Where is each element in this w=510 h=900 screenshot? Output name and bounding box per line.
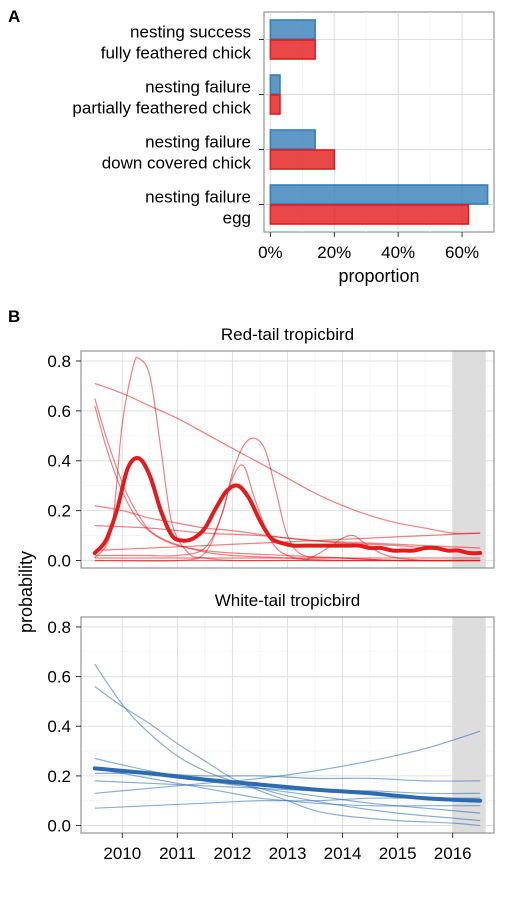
category-label: nesting failure — [145, 188, 251, 207]
bar-3-series-1 — [269, 204, 470, 225]
bar-3-series-0 — [269, 184, 489, 205]
category-label: nesting failure — [145, 78, 251, 97]
shaded-interval — [452, 617, 486, 833]
bar-1-series-1 — [269, 94, 281, 115]
panel-a-bars — [269, 19, 489, 225]
panel-a-x-ticks: 0% 20% 40% 60% — [258, 232, 479, 262]
category-label: fully feathered chick — [101, 44, 252, 63]
panel-b-line-chart: Red-tail tropicbird 0.0 0.2 0.4 0.6 0.8 Whit… — [16, 325, 495, 863]
panel-label-b: B — [8, 307, 20, 326]
mean-line — [92, 766, 483, 803]
y-tick-label: 0.6 — [47, 402, 71, 421]
bar-2-series-1 — [269, 149, 336, 170]
facet-title-white-tail: White-tail tropicbird — [215, 591, 361, 610]
panel-b-y-axis-label: probability — [16, 551, 36, 633]
sample-line-5 — [94, 730, 481, 794]
bar-2-series-0 — [269, 129, 316, 150]
sample-line-5 — [94, 405, 481, 562]
shaded-interval — [452, 351, 486, 568]
sample-line-4 — [94, 780, 481, 795]
y-tick-label: 0.6 — [47, 668, 71, 687]
y-tick-label: 0.2 — [47, 502, 71, 521]
facet-lines — [92, 356, 483, 562]
y-tick-label: 0.2 — [47, 767, 71, 786]
bar-0-series-0 — [269, 19, 316, 40]
sample-line-6 — [94, 505, 481, 554]
y-tick-label: 0.0 — [47, 817, 71, 836]
sample-line-2 — [94, 757, 481, 814]
category-label: nesting success — [130, 23, 251, 42]
y-tick-label: 0.4 — [47, 717, 71, 736]
x-tick-label: 0% — [258, 243, 283, 262]
facet-frame — [80, 350, 495, 569]
facet-lines — [92, 663, 483, 827]
panel-a-category-labels: nesting success fully feathered chick nest… — [72, 23, 264, 228]
panel-a-bar-chart: nesting success fully feathered chick nest… — [72, 11, 495, 286]
mean-line — [92, 455, 483, 556]
x-tick-label: 2012 — [214, 844, 252, 863]
x-tick-label: 2016 — [434, 844, 472, 863]
y-tick-label: 0.8 — [47, 618, 71, 637]
category-label: partially feathered chick — [72, 99, 251, 118]
panel-a-x-axis-label: proportion — [338, 266, 419, 286]
x-tick-label: 2010 — [103, 844, 141, 863]
category-label: nesting failure — [145, 133, 251, 152]
panel-b-x-ticks: 2010 2011 2012 2013 2014 2015 2016 — [103, 833, 472, 863]
x-tick-label: 2011 — [159, 844, 196, 863]
x-tick-label: 40% — [381, 243, 415, 262]
sample-line-3 — [94, 382, 481, 535]
x-tick-label: 20% — [317, 243, 351, 262]
x-tick-label: 2014 — [324, 844, 362, 863]
y-tick-label: 0.0 — [47, 552, 71, 571]
panel-label-a: A — [8, 7, 20, 26]
bar-0-series-1 — [269, 39, 316, 60]
y-tick-label: 0.8 — [47, 352, 71, 371]
category-label: egg — [223, 209, 251, 228]
sample-line-7 — [94, 767, 481, 807]
facet-title-red-tail: Red-tail tropicbird — [221, 325, 354, 344]
x-tick-label: 2015 — [379, 844, 417, 863]
x-tick-label: 60% — [445, 243, 479, 262]
category-label: down covered chick — [102, 154, 252, 173]
y-tick-label: 0.4 — [47, 452, 71, 471]
sample-line-1 — [94, 686, 481, 827]
facet-white-tail: White-tail tropicbird 0.0 0.2 0.4 0.6 0.8 — [47, 591, 495, 836]
x-tick-label: 2013 — [269, 844, 307, 863]
sample-line-8 — [94, 532, 481, 552]
facet-red-tail: Red-tail tropicbird 0.0 0.2 0.4 0.6 0.8 — [47, 325, 495, 571]
bar-1-series-0 — [269, 74, 281, 95]
sample-line-7 — [94, 525, 481, 549]
